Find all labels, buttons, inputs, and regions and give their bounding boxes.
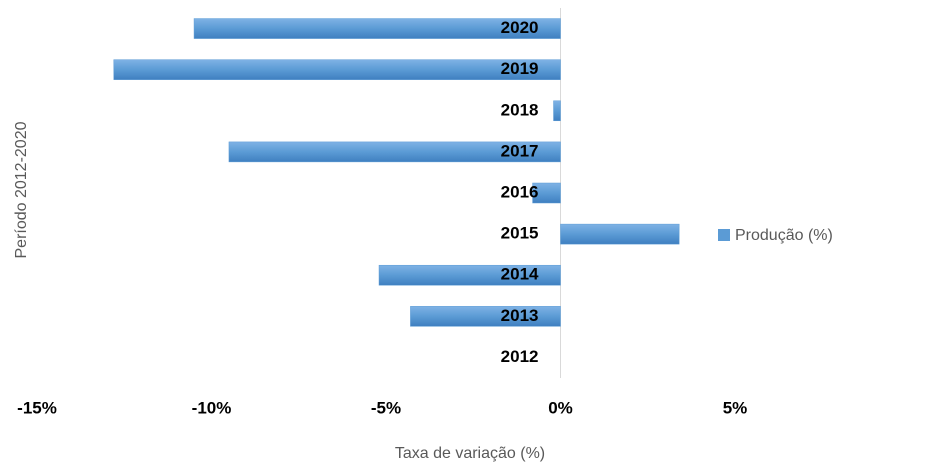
bar [193,18,561,39]
bar [228,141,561,163]
bar [532,182,561,204]
x-axis-title: Taxa de variação (%) [395,445,545,462]
legend-label: Produção (%) [735,227,833,244]
x-tick-label: -15% [17,398,57,417]
y-axis-title: Período 2012-2020 [13,121,30,258]
bar [560,223,680,245]
x-tick-label: 0% [548,398,573,417]
bar [553,100,561,122]
bar [378,264,561,286]
y-tick-label: 2012 [501,347,539,366]
y-tick-label: 2013 [501,306,539,325]
bar [410,306,561,327]
bar [113,59,561,80]
x-tick-label: -10% [192,398,232,417]
y-tick-label: 2017 [501,141,539,160]
x-tick-label: -5% [371,398,401,417]
y-tick-label: 2019 [501,59,539,78]
y-tick-label: 2015 [501,224,539,243]
y-tick-label: 2016 [501,182,539,201]
x-tick-label: 5% [723,398,748,417]
y-tick-label: 2014 [501,265,539,284]
y-tick-label: 2018 [501,100,539,119]
y-tick-label: 2020 [501,18,539,37]
legend-swatch [718,229,730,241]
